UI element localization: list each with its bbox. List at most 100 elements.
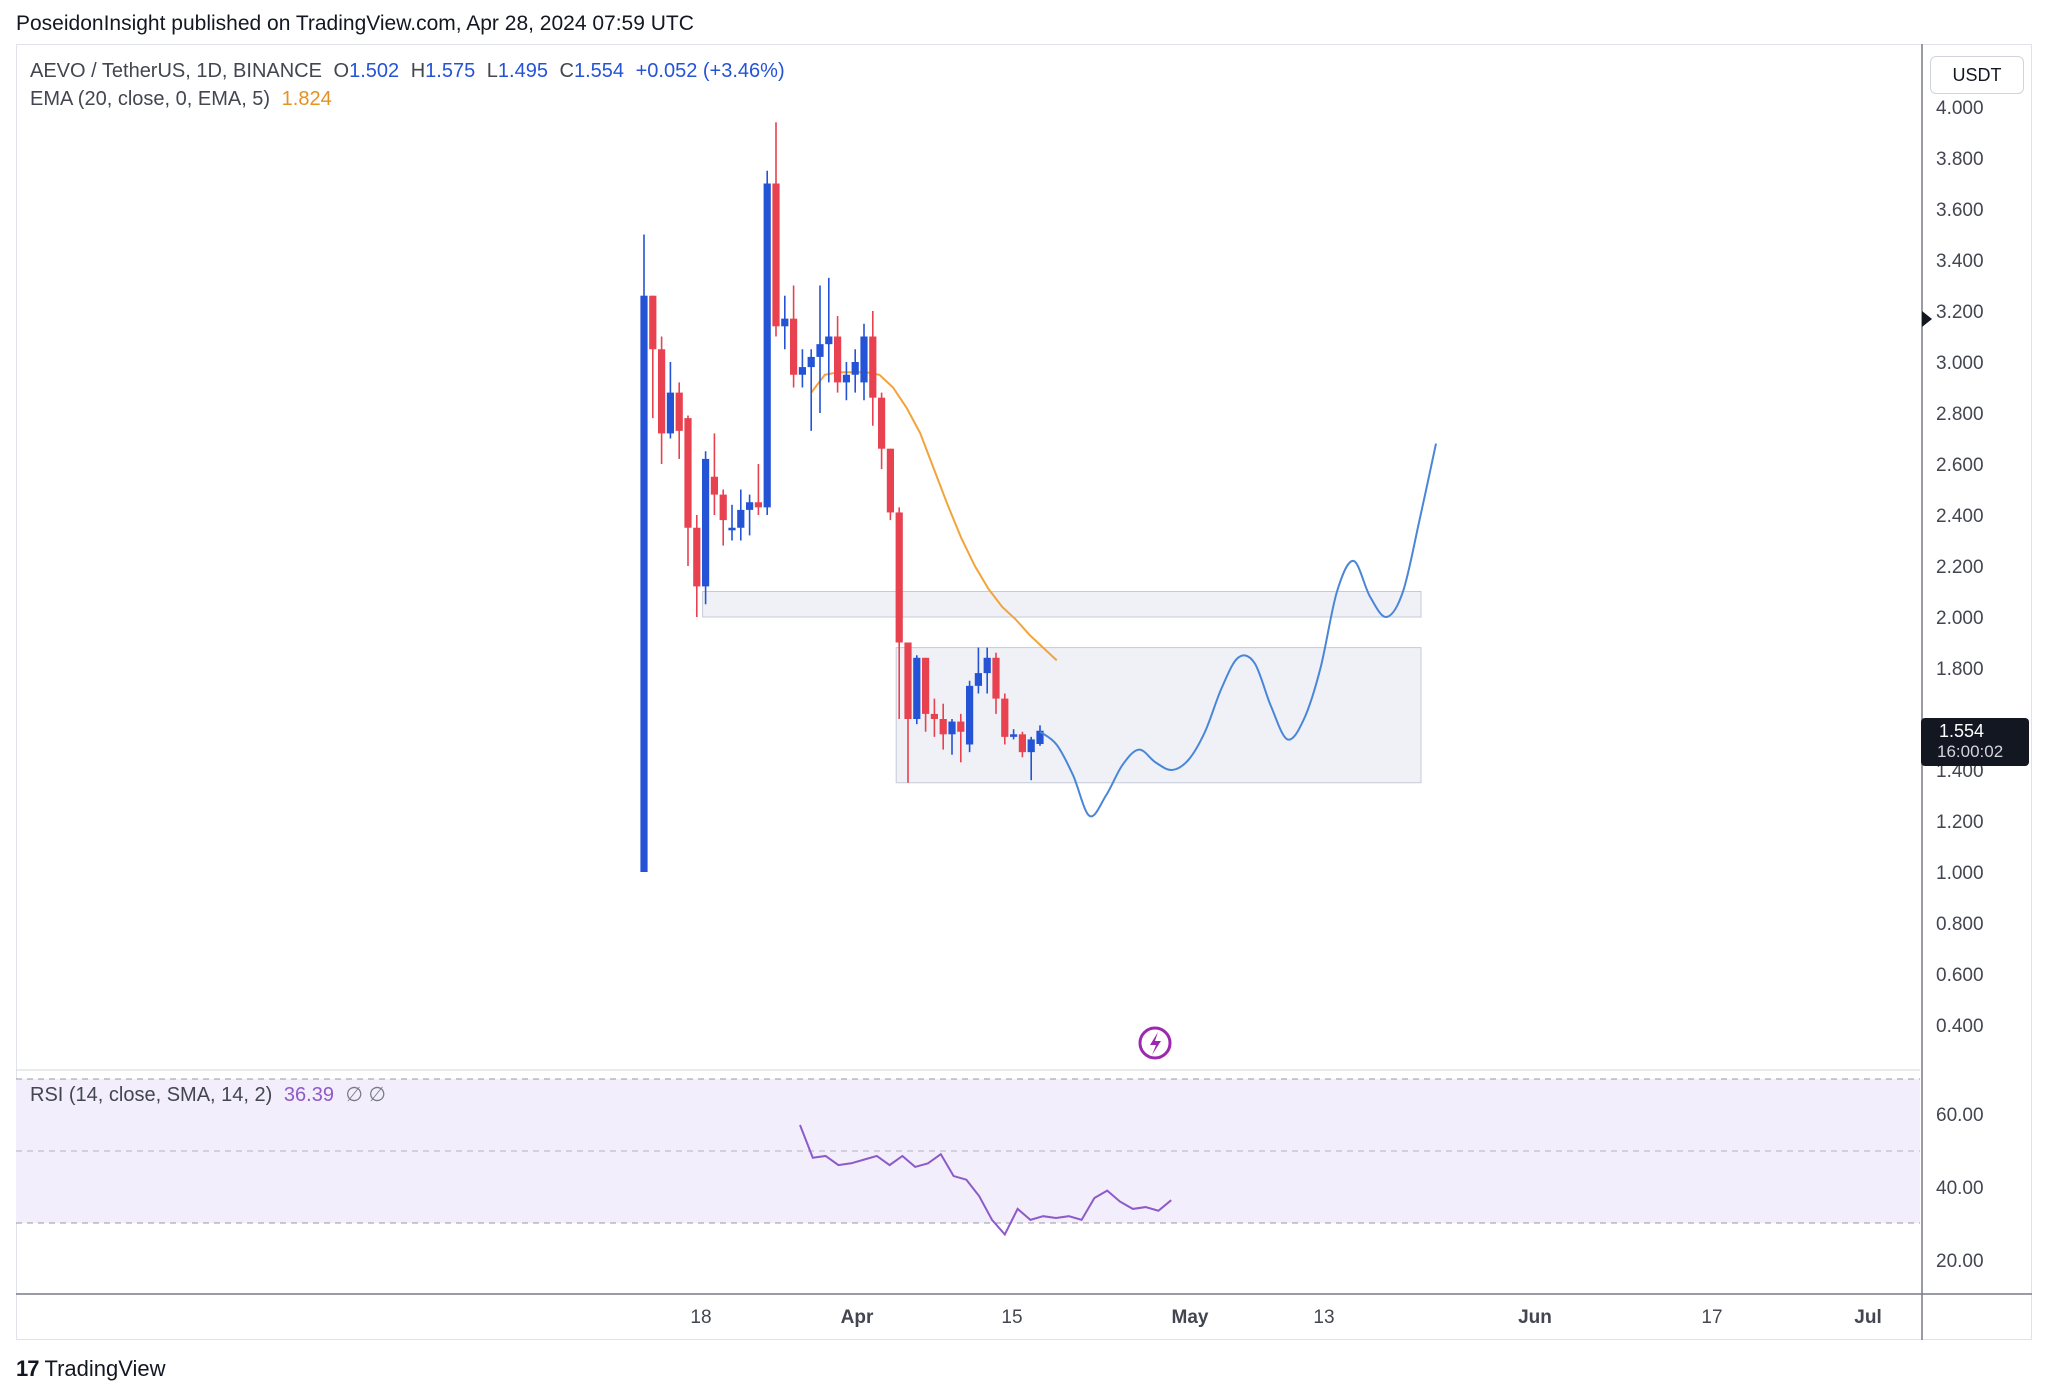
candle[interactable] [869,311,877,426]
last-price: 1.554 [1939,721,1985,741]
candle-body [1001,698,1009,737]
candle[interactable] [1010,729,1018,740]
candle[interactable] [992,652,1000,714]
candle[interactable] [746,494,754,536]
ohlc-low: L1.495 [486,60,548,82]
rsi-legend[interactable]: RSI (14, close, SMA, 14, 2) 36.39 ∅ ∅ [30,1082,392,1107]
projection-curve[interactable] [1039,443,1437,818]
candle-body [754,502,762,508]
candle[interactable] [834,316,842,393]
candle[interactable] [851,349,859,393]
chart-frame[interactable] [16,44,2032,1340]
rsi-extra: ∅ ∅ [345,1084,386,1106]
candle-body [922,657,930,714]
candle-body [649,295,657,350]
candle-body [842,374,850,383]
candle[interactable] [807,349,815,431]
candle[interactable] [1036,725,1044,746]
candle[interactable] [710,433,718,515]
zone-rectangle[interactable] [895,647,1422,784]
candle[interactable] [904,642,912,783]
symbol-legend[interactable]: AEVO / TetherUS, 1D, BINANCE O1.502 H1.5… [30,60,791,83]
candle[interactable] [842,362,850,401]
footer-brand[interactable]: 17 TradingView [16,1356,166,1382]
candle[interactable] [728,504,736,541]
candle-body [1036,730,1044,744]
candle-body [640,295,648,872]
candle[interactable] [939,703,947,750]
candle-body [825,336,833,345]
price-axis-label: 3.800 [1936,149,1984,170]
candle[interactable] [737,489,745,541]
candle-body [860,336,868,383]
candle[interactable] [649,295,657,419]
candle[interactable] [966,680,974,753]
candle[interactable] [772,122,780,337]
lightning-event-icon[interactable] [1138,1026,1172,1060]
candle[interactable] [658,336,666,465]
price-axis-label: 3.200 [1936,302,1984,323]
symbol-name[interactable]: AEVO / TetherUS, 1D, BINANCE [30,60,322,82]
candle[interactable] [895,507,903,719]
candle-body [878,397,886,449]
zone-rectangle[interactable] [702,591,1422,618]
rsi-line[interactable] [799,1124,1172,1237]
candle[interactable] [693,515,701,617]
candle[interactable] [719,489,727,546]
publisher-header: PoseidonInsight published on TradingView… [16,12,694,35]
candle-body [807,356,815,368]
candle[interactable] [702,451,710,605]
candle-body [930,713,938,719]
candle[interactable] [957,713,965,763]
candle-body [974,673,982,686]
currency-button[interactable]: USDT [1930,56,2024,94]
candle[interactable] [675,382,683,459]
candle[interactable] [763,170,771,515]
candle[interactable] [754,464,762,515]
candle[interactable] [922,657,930,732]
candle[interactable] [684,415,692,566]
candle[interactable] [930,698,938,737]
candle[interactable] [948,719,956,755]
candle-body [666,392,674,434]
candle[interactable] [974,647,982,694]
candle[interactable] [825,277,833,383]
time-axis-label: Apr [841,1307,874,1328]
candle[interactable] [790,285,798,388]
time-axis-label: 17 [1701,1307,1722,1328]
ohlc-close: C1.554 [559,60,625,82]
candle[interactable] [640,234,648,873]
price-axis-label: 1.000 [1936,863,1984,884]
candle[interactable] [781,295,789,350]
candle[interactable] [913,655,921,725]
price-axis-label: 2.000 [1936,608,1984,629]
candle-body [781,318,789,327]
candle[interactable] [816,285,824,414]
candle-body [710,476,718,495]
candle[interactable] [1018,731,1026,758]
ohlc-open: O1.502 [333,60,400,82]
time-axis-label: May [1172,1307,1209,1328]
time-axis-label: 15 [1001,1307,1022,1328]
alert-marker-icon[interactable] [1922,311,1932,327]
candle[interactable] [860,323,868,401]
price-axis-label: 0.400 [1936,1016,1984,1037]
candle-body [948,721,956,735]
price-axis-label: 0.800 [1936,914,1984,935]
candle[interactable] [878,392,886,470]
price-axis-label: 1.800 [1936,659,1984,680]
ema-legend[interactable]: EMA (20, close, 0, EMA, 5) 1.824 [30,88,338,111]
candle[interactable] [983,647,991,694]
candle[interactable] [666,362,674,439]
candle[interactable] [1027,736,1035,781]
candle[interactable] [798,349,806,388]
candle[interactable] [1001,693,1009,745]
candle-body [1018,734,1026,753]
price-axis-label: 3.000 [1936,353,1984,374]
candle[interactable] [886,448,894,521]
price-axis-label: 2.200 [1936,557,1984,578]
price-axis-label: 4.000 [1936,98,1984,119]
candle-body [939,719,947,735]
time-axis-label: Jun [1518,1307,1552,1328]
